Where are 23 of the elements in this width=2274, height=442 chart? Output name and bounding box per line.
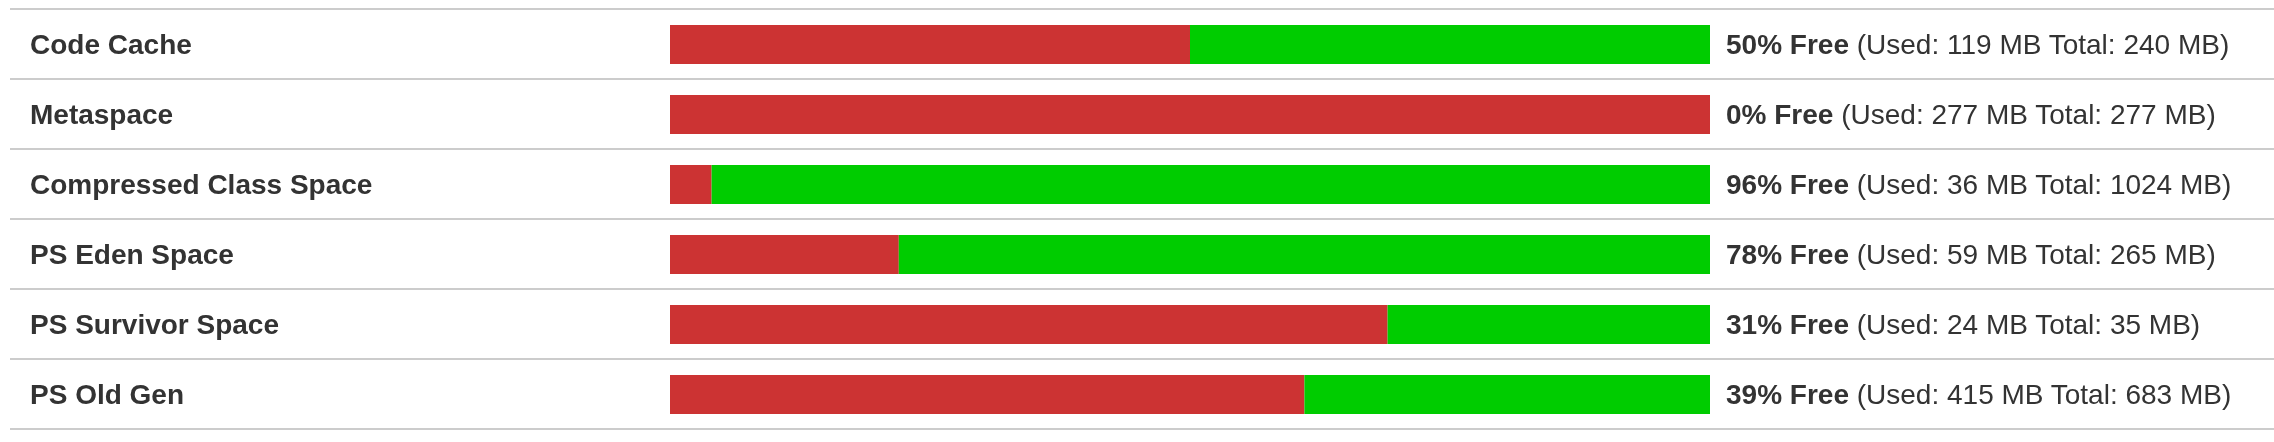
bar [670,235,899,274]
y-tick-label: PS Old Gen [30,379,185,411]
bar [670,95,1710,134]
bar [670,165,712,204]
y-tick-label: PS Survivor Space [30,309,280,341]
total-label: 39% Free (Used: 415 MB Total: 683 MB) [1726,379,2232,411]
bar [1387,305,1710,344]
total-label: 96% Free (Used: 36 MB Total: 1024 MB) [1726,169,2232,201]
total-label: 50% Free (Used: 119 MB Total: 240 MB) [1726,29,2230,61]
bar [898,235,1710,274]
y-tick-label: Code Cache [30,29,192,61]
bar [670,25,1190,64]
total-label: 31% Free (Used: 24 MB Total: 35 MB) [1726,309,2201,341]
total-label: 0% Free (Used: 277 MB Total: 277 MB) [1726,99,2216,131]
bar [670,305,1388,344]
y-tick-label: Compressed Class Space [30,169,373,201]
bar [1190,25,1710,64]
bar [711,165,1710,204]
y-tick-label: Metaspace [30,99,174,131]
bar [1304,375,1710,414]
y-tick-label: PS Eden Space [30,239,234,271]
total-label: 78% Free (Used: 59 MB Total: 265 MB) [1726,239,2216,271]
bar [670,375,1305,414]
